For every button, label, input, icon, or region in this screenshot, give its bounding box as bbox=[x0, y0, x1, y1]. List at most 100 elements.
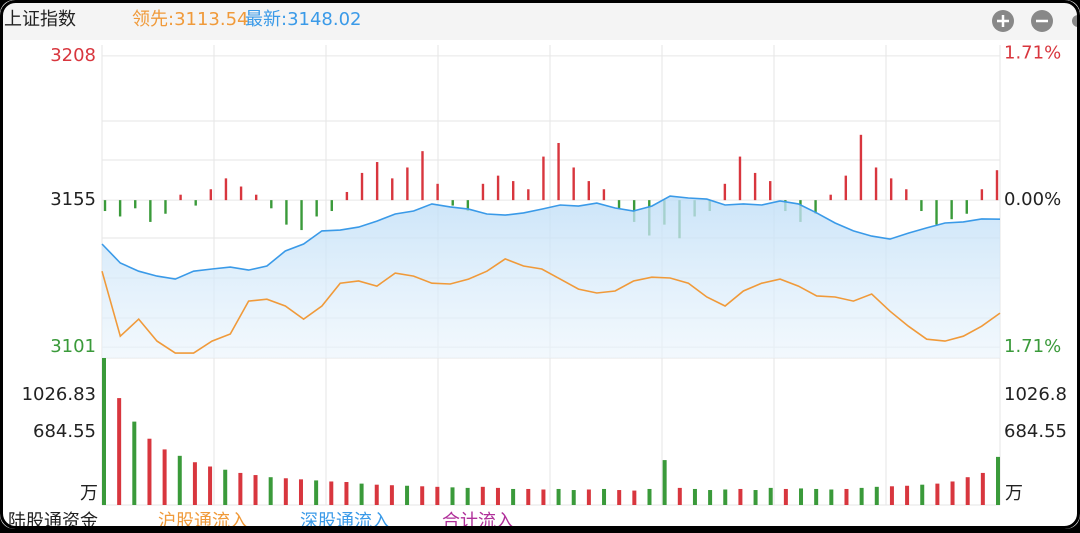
strength-bar bbox=[965, 200, 968, 214]
volume-bar bbox=[283, 478, 288, 505]
strength-bar bbox=[360, 172, 364, 201]
strength-bar bbox=[814, 200, 817, 214]
volume-bar bbox=[814, 488, 819, 505]
volume-tick-label: 684.55 bbox=[33, 421, 96, 442]
volume-bar bbox=[329, 481, 334, 505]
strength-bar bbox=[753, 172, 757, 201]
volume-bar bbox=[602, 488, 607, 505]
volume-bar bbox=[192, 462, 197, 505]
strength-bar bbox=[224, 178, 228, 201]
volume-bar bbox=[541, 489, 546, 505]
zoom-out-button[interactable] bbox=[1031, 10, 1053, 32]
zoom-in-button[interactable] bbox=[992, 10, 1014, 32]
volume-bar bbox=[950, 481, 955, 505]
volume-bar bbox=[980, 472, 985, 505]
volume-unit-right: 万 bbox=[1005, 483, 1023, 504]
price-line bbox=[101, 258, 1001, 354]
volume-bar bbox=[920, 484, 925, 505]
latest-label: 最新:3148.02 bbox=[245, 9, 362, 30]
volume-bar bbox=[844, 488, 849, 505]
volume-bar bbox=[647, 488, 652, 505]
y-tick-label: 3155 bbox=[50, 189, 96, 210]
strength-bar bbox=[254, 194, 258, 201]
strength-bar bbox=[330, 200, 333, 212]
volume-bar bbox=[753, 490, 758, 505]
volume-bar bbox=[738, 488, 743, 505]
volume-bar bbox=[389, 485, 394, 505]
volume-bar bbox=[511, 488, 516, 505]
strength-bar bbox=[935, 200, 938, 225]
volume-bar bbox=[480, 486, 485, 505]
volume-bar bbox=[526, 488, 531, 505]
volume-bar bbox=[723, 489, 728, 505]
volume-bar bbox=[405, 485, 410, 505]
volume-bar bbox=[208, 466, 213, 505]
volume-bar bbox=[223, 469, 228, 505]
strength-bar bbox=[527, 189, 530, 201]
volume-bar bbox=[556, 488, 561, 505]
volume-bar bbox=[632, 490, 637, 505]
price-line bbox=[101, 195, 1001, 280]
strength-bar bbox=[496, 175, 500, 201]
volume-bar bbox=[829, 489, 834, 505]
y-tick-label: 3101 bbox=[50, 336, 96, 357]
strength-bar bbox=[406, 167, 409, 201]
strength-bar bbox=[179, 194, 182, 201]
volume-bar bbox=[238, 472, 243, 505]
volume-bar bbox=[268, 477, 273, 505]
strength-bar bbox=[149, 200, 152, 222]
strength-bar bbox=[300, 200, 303, 231]
volume-bar bbox=[662, 460, 667, 505]
strength-bar bbox=[769, 181, 772, 201]
volume-bar bbox=[435, 486, 440, 505]
strength-bar bbox=[209, 189, 213, 201]
strength-bar bbox=[557, 142, 560, 201]
strength-bar bbox=[270, 200, 273, 209]
strength-bar bbox=[617, 200, 621, 209]
strength-bar bbox=[239, 186, 243, 201]
footer-section: 陆股通资金 bbox=[8, 511, 98, 529]
area-fill bbox=[102, 196, 1000, 358]
volume-bar bbox=[147, 438, 152, 505]
strength-bar bbox=[285, 200, 288, 225]
strength-bar bbox=[542, 156, 545, 201]
strength-bar bbox=[375, 162, 379, 201]
footer-item[interactable]: 合计流入 bbox=[442, 511, 514, 529]
strength-bar bbox=[134, 200, 137, 209]
volume-bar bbox=[132, 421, 137, 505]
volume-bar bbox=[889, 486, 894, 505]
volume-bar bbox=[617, 490, 622, 505]
volume-bar bbox=[420, 486, 425, 505]
volume-unit: 万 bbox=[80, 483, 98, 504]
volume-bar bbox=[162, 449, 167, 505]
strength-bar bbox=[194, 200, 197, 206]
strength-bar bbox=[905, 189, 908, 201]
volume-bar bbox=[102, 358, 106, 505]
volume-bar bbox=[374, 484, 379, 505]
volume-bar bbox=[677, 487, 682, 505]
volume-tick-label: 1026.83 bbox=[22, 384, 96, 405]
strength-bar bbox=[436, 183, 439, 201]
y2-tick-label: 1.71% bbox=[1004, 43, 1061, 64]
volume-bar bbox=[177, 455, 182, 505]
footer-item[interactable]: 沪股通流入 bbox=[158, 511, 248, 529]
volume-bar bbox=[935, 483, 940, 505]
strength-bar bbox=[481, 183, 485, 201]
strength-bar bbox=[391, 178, 394, 201]
strength-bar bbox=[874, 167, 878, 201]
y2-tick-label: 0.00% bbox=[1004, 189, 1061, 210]
strength-bar bbox=[995, 170, 999, 201]
volume-bar bbox=[996, 456, 1000, 505]
footer-item[interactable]: 深股通流入 bbox=[300, 511, 390, 529]
volume-tick-label: 1026.8 bbox=[1004, 384, 1067, 405]
volume-bar bbox=[783, 488, 788, 505]
volume-bar bbox=[571, 490, 576, 505]
strength-bar bbox=[859, 134, 863, 201]
strength-bar bbox=[103, 200, 107, 212]
strength-bar bbox=[421, 151, 424, 201]
strength-bar bbox=[572, 167, 575, 201]
volume-bar bbox=[359, 483, 364, 505]
